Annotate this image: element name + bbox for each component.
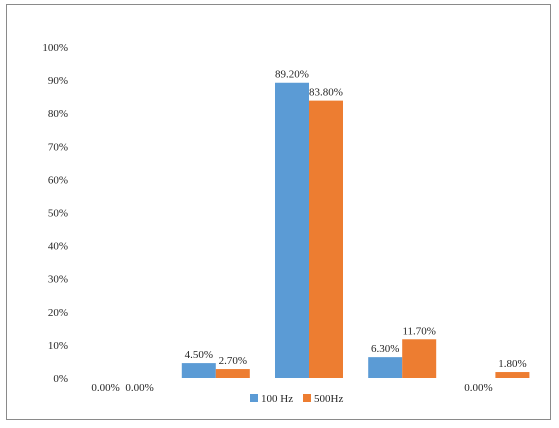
y-tick-label: 10% — [48, 340, 68, 352]
data-label: 83.80% — [309, 87, 343, 99]
data-label: 11.70% — [402, 325, 436, 337]
y-tick-label: 80% — [48, 108, 68, 120]
bar-series-1 — [275, 82, 309, 379]
data-label: 1.80% — [498, 358, 526, 370]
y-tick-label: 0% — [53, 373, 68, 385]
bar-series-2 — [215, 369, 250, 378]
bar-series-2 — [309, 100, 343, 378]
data-label: 89.20% — [275, 69, 309, 81]
data-label: 0.00% — [91, 382, 119, 394]
chart-frame: 0% 10% 20% 30% 40% 50% 60% 70% 80% 90% 100% 0.00% 4… — [6, 4, 551, 420]
data-label: 4.50% — [185, 349, 213, 361]
legend-label: 100 Hz — [261, 393, 293, 405]
bar-series-2 — [495, 372, 530, 378]
bar-series-1 — [368, 357, 403, 378]
legend-swatch — [303, 394, 311, 402]
y-tick-label: 40% — [48, 241, 68, 253]
y-tick-label: 100% — [42, 42, 68, 54]
data-labels: 0.00% 4.50% 89.20% 6.30% 0.00% 0.00% 2.70% 83.8… — [91, 69, 526, 394]
y-tick-label: 90% — [48, 75, 68, 87]
data-label: 0.00% — [464, 382, 492, 394]
legend: 100 Hz 500Hz — [250, 393, 343, 405]
y-tick-label: 70% — [48, 141, 68, 153]
data-label: 0.00% — [125, 382, 153, 394]
y-tick-label: 30% — [48, 274, 68, 286]
bar-series-2 — [402, 339, 437, 378]
bar-chart: 0% 10% 20% 30% 40% 50% 60% 70% 80% 90% 100% 0.00% 4… — [42, 42, 530, 405]
legend-label: 500Hz — [314, 393, 343, 405]
data-label: 6.30% — [371, 343, 399, 355]
y-tick-label: 50% — [48, 208, 68, 220]
bar-series-1 — [181, 363, 216, 378]
bars — [181, 82, 530, 379]
y-tick-label: 60% — [48, 174, 68, 186]
legend-swatch — [250, 394, 258, 402]
y-axis: 0% 10% 20% 30% 40% 50% 60% 70% 80% 90% 100% — [42, 42, 68, 385]
data-label: 2.70% — [219, 355, 247, 367]
y-tick-label: 20% — [48, 307, 68, 319]
